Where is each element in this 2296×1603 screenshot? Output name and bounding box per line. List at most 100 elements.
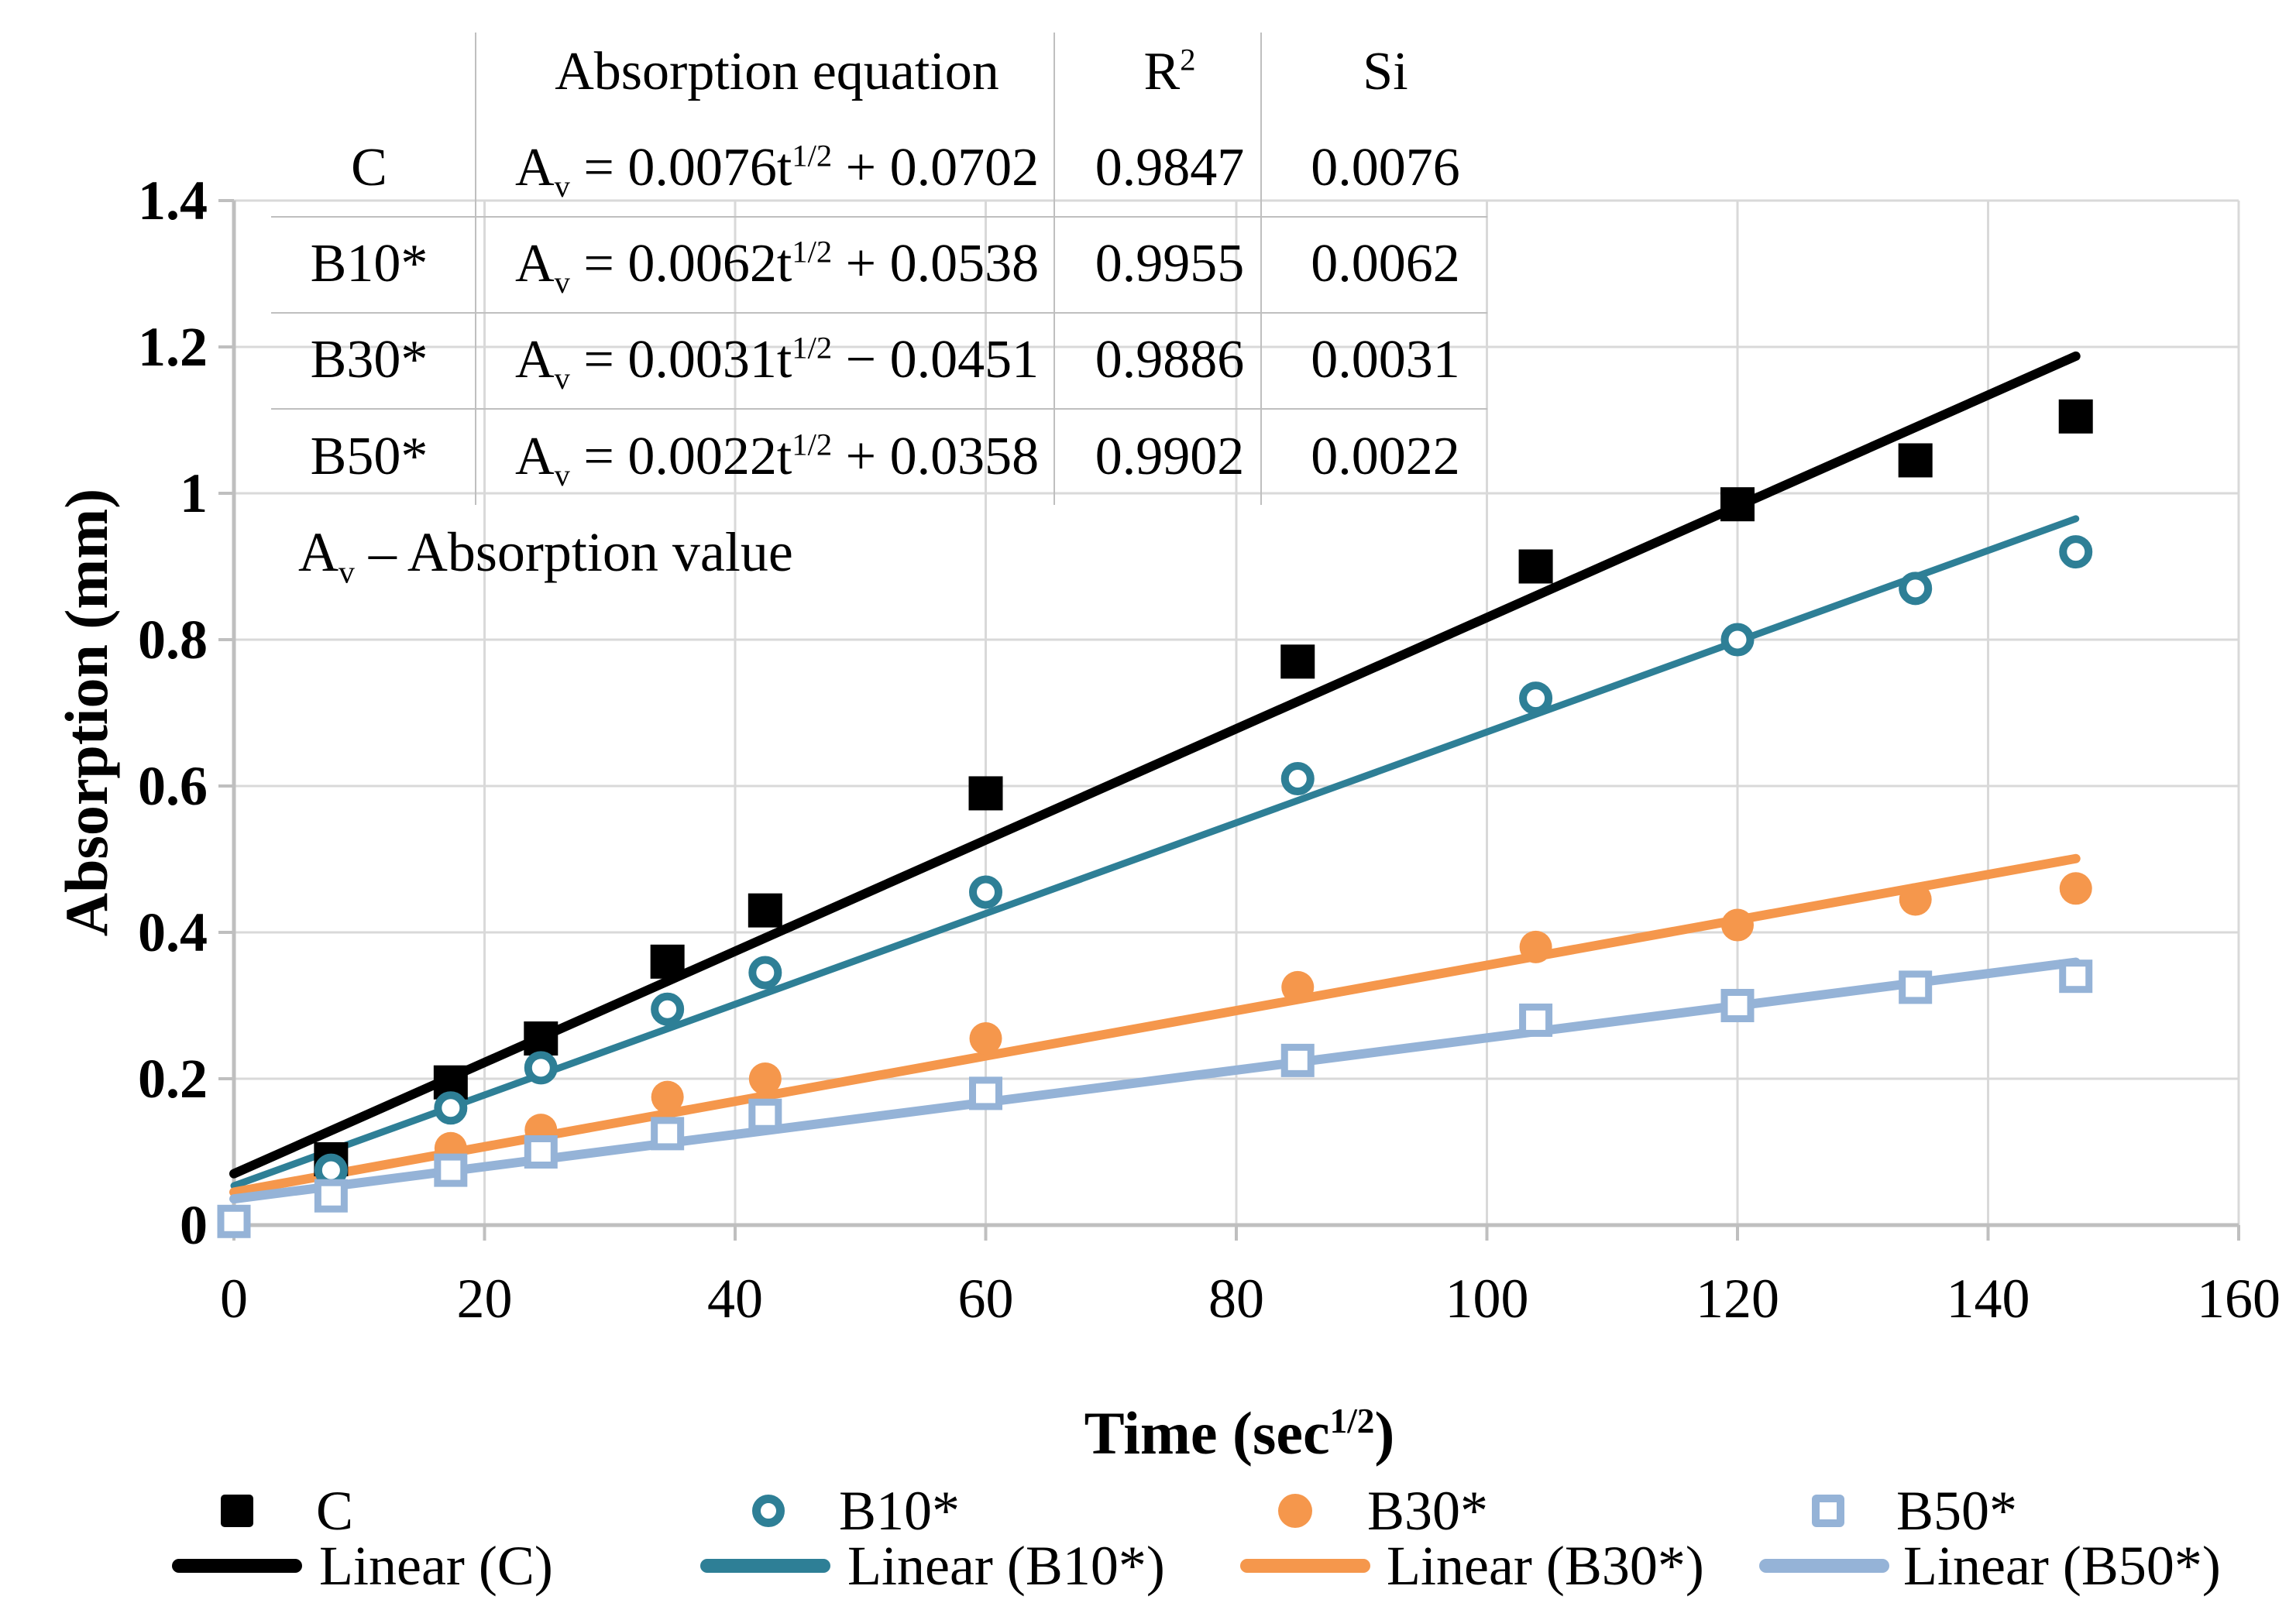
si-b50: 0.0022 (1311, 426, 1460, 486)
marker-C (1518, 549, 1553, 584)
legend-line-b10 (700, 1559, 830, 1573)
marker-B50* (1720, 989, 1755, 1022)
table-divider-horizontal-1 (271, 216, 1487, 218)
marker-B30* (969, 1022, 1002, 1056)
equation-b50: Av = 0.0022t1/2 + 0.0358 (515, 426, 1040, 493)
marker-B30* (651, 1080, 684, 1114)
table-divider-horizontal-2 (271, 312, 1487, 314)
marker-B50* (524, 1135, 558, 1169)
marker-C (524, 1021, 559, 1056)
marker-B30* (1519, 930, 1552, 963)
legend-marker-b30 (1278, 1494, 1312, 1528)
legend-label-linear-b10: Linear (B10*) (847, 1535, 1165, 1597)
marker-B30* (748, 1062, 782, 1095)
legend-line-b50 (1759, 1559, 1889, 1573)
equation-table: Absorption equation R2 Si C Av = 0.0076t… (263, 23, 1511, 505)
marker-B50* (1519, 1003, 1553, 1037)
marker-B50* (651, 1117, 685, 1151)
note-absorption-value: Av – Absorption value (298, 521, 793, 591)
marker-B30* (1721, 908, 1754, 942)
legend-line-c (172, 1559, 302, 1573)
r2-c: 0.9847 (1095, 138, 1245, 197)
equation-b10: Av = 0.0062t1/2 + 0.0538 (515, 234, 1040, 300)
trendline-B50* (229, 957, 2081, 1204)
equation-c: Av = 0.0076t1/2 + 0.0702 (515, 138, 1040, 204)
y-tick-label: 0 (180, 1194, 208, 1256)
table-header-empty (263, 23, 475, 120)
marker-B30* (1281, 970, 1315, 1004)
legend-marker-b50 (1812, 1495, 1844, 1527)
table-divider-vertical-3 (1260, 33, 1262, 505)
si-c: 0.0076 (1311, 138, 1460, 197)
legend-label-b50: B50* (1896, 1480, 2018, 1542)
legend-label-linear-c: Linear (C) (319, 1535, 553, 1597)
marker-C (748, 893, 782, 928)
marker-B50* (314, 1179, 348, 1213)
marker-B10* (1899, 572, 1933, 606)
legend-label-b30: B30* (1367, 1480, 1489, 1542)
marker-B10* (1519, 681, 1553, 716)
si-b30: 0.0031 (1311, 330, 1460, 390)
marker-B10* (314, 1153, 348, 1187)
legend-label-linear-b50: Linear (B50*) (1903, 1535, 2221, 1597)
x-tick-label: 100 (1445, 1268, 1529, 1330)
table-divider-vertical-1 (475, 33, 476, 505)
legend-label-b10: B10* (839, 1480, 961, 1542)
table-divider-vertical-2 (1053, 33, 1055, 505)
marker-B50* (969, 1076, 1002, 1110)
row-label-b10: B10* (310, 234, 428, 293)
legend-label-c: C (316, 1480, 354, 1542)
marker-C (1280, 644, 1315, 679)
x-tick-label: 0 (220, 1268, 248, 1330)
marker-B10* (2059, 535, 2093, 569)
marker-B10* (748, 956, 782, 990)
trendline-B30* (229, 853, 2081, 1197)
marker-C (968, 776, 1003, 811)
x-tick-label: 20 (456, 1268, 513, 1330)
row-label-c: C (351, 138, 387, 197)
x-tick-label: 160 (2197, 1268, 2281, 1330)
marker-B50* (2059, 959, 2093, 994)
marker-B10* (1280, 762, 1315, 796)
table-divider-horizontal-3 (271, 408, 1487, 410)
marker-C (1898, 443, 1933, 478)
marker-B30* (1899, 883, 1932, 916)
marker-B50* (217, 1204, 251, 1238)
r2-b50: 0.9902 (1095, 426, 1245, 486)
x-tick-label: 40 (707, 1268, 763, 1330)
x-axis-title: Time (sec1/2) (1084, 1399, 1395, 1467)
marker-B10* (651, 992, 685, 1026)
row-label-b50: B50* (310, 426, 428, 486)
table-header-si: Si (1363, 41, 1408, 101)
marker-B50* (1899, 970, 1933, 1004)
marker-B30* (2059, 872, 2092, 905)
marker-C (650, 944, 685, 979)
x-tick-label: 60 (957, 1268, 1014, 1330)
marker-C (1720, 487, 1755, 522)
marker-C (2058, 399, 2093, 434)
x-tick-label: 140 (1946, 1268, 2030, 1330)
si-b10: 0.0062 (1311, 234, 1460, 293)
y-tick-label: 0.6 (138, 755, 208, 817)
y-tick-label: 1 (180, 462, 208, 524)
y-tick-label: 1.4 (138, 170, 208, 232)
marker-B50* (1280, 1043, 1315, 1077)
y-axis-title: Absorption (mm) (53, 488, 120, 937)
y-tick-label: 0.4 (138, 901, 208, 963)
equation-b30: Av = 0.0031t1/2 − 0.0451 (515, 330, 1040, 396)
y-tick-label: 0.2 (138, 1048, 208, 1110)
x-tick-label: 120 (1696, 1268, 1779, 1330)
trendline-B10* (230, 515, 2080, 1189)
marker-B50* (748, 1098, 782, 1132)
row-label-b30: B30* (310, 330, 428, 390)
table-header-equation: Absorption equation (555, 41, 999, 101)
r2-b10: 0.9955 (1095, 234, 1245, 293)
legend-line-b30 (1240, 1559, 1370, 1573)
r2-b30: 0.9886 (1095, 330, 1245, 390)
y-tick-label: 0.8 (138, 609, 208, 671)
marker-B10* (1720, 623, 1755, 657)
marker-B10* (434, 1091, 468, 1125)
legend-marker-b10 (752, 1495, 785, 1527)
